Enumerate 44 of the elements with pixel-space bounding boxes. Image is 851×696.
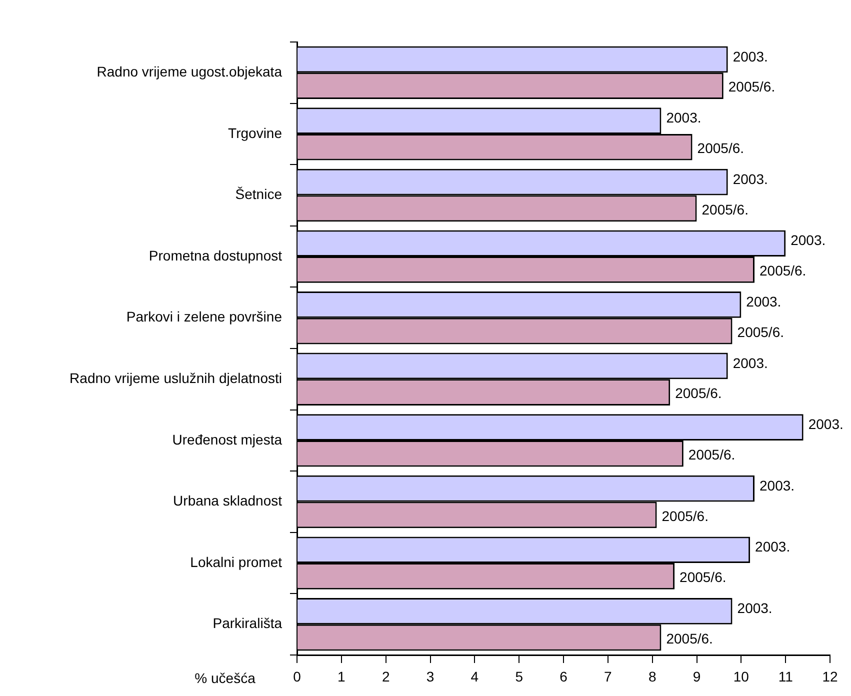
x-tick-label: 6 bbox=[560, 668, 568, 684]
text: 2003. bbox=[737, 600, 772, 616]
x-tick-label: 3 bbox=[426, 668, 434, 684]
x-tick-label: 0 bbox=[293, 668, 302, 684]
text: 2003. bbox=[755, 538, 790, 555]
y-tick-label: Urbana skladnost bbox=[173, 492, 282, 509]
x-axis-title: % učešća bbox=[194, 670, 256, 686]
x-tick-label: 2 bbox=[382, 668, 390, 684]
text: 2003. bbox=[746, 294, 782, 310]
text: 2003. bbox=[808, 416, 844, 432]
text: 2005/6. bbox=[662, 508, 708, 524]
y-tick-label: Radno vrijeme uslužnih djelatnosti bbox=[70, 370, 282, 386]
text: 2005/6. bbox=[666, 630, 713, 646]
y-tick-label: Parkirališta bbox=[212, 615, 282, 632]
text: 2005/6. bbox=[702, 201, 748, 218]
y-tick-label: Uređenost mjesta bbox=[172, 431, 282, 448]
text: 2005/6. bbox=[688, 446, 736, 462]
x-tick-label: 12 bbox=[822, 668, 838, 684]
text: 2003. bbox=[759, 477, 795, 494]
x-tick-label: 8 bbox=[648, 668, 656, 684]
y-tick-label: Parkovi i zelene površine bbox=[126, 308, 282, 325]
x-tick-label: 9 bbox=[692, 668, 701, 684]
text: 2005/6. bbox=[697, 140, 744, 156]
series-label: 2003. bbox=[732, 48, 768, 64]
text: 2005/6. bbox=[759, 262, 806, 279]
x-tick-label: 10 bbox=[733, 668, 750, 684]
y-tick-label: Trgovine bbox=[228, 124, 282, 141]
y-tick-label: Radno vrijeme ugost.objekata bbox=[96, 64, 282, 80]
x-tick-label: 4 bbox=[470, 668, 479, 684]
text: 2005/6. bbox=[680, 569, 726, 586]
text: 2003. bbox=[666, 110, 702, 126]
x-tick-label: 1 bbox=[338, 668, 346, 684]
x-tick-label: 7 bbox=[604, 668, 612, 684]
x-tick-label: 5 bbox=[515, 668, 524, 684]
text: 2005/6. bbox=[675, 385, 722, 402]
x-tick-label: 11 bbox=[778, 668, 794, 684]
text: 2005/6. bbox=[737, 324, 784, 340]
text: 2003. bbox=[732, 170, 768, 187]
text: 2003. bbox=[732, 354, 768, 371]
text: 2003. bbox=[790, 232, 826, 248]
y-tick-label: Šetnice bbox=[235, 186, 282, 202]
series-label: 2005/6. bbox=[728, 78, 776, 95]
y-tick-label: Prometna dostupnost bbox=[148, 247, 282, 264]
y-tick-label: Lokalni promet bbox=[190, 554, 282, 570]
